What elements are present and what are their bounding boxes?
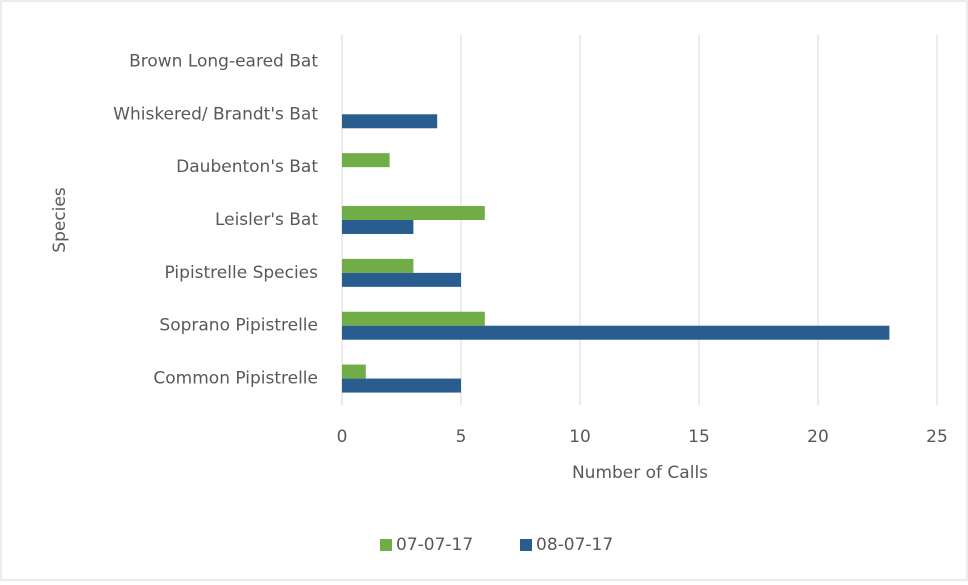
y-tick-label: Common Pipistrelle	[153, 369, 318, 389]
x-axis-title: Number of Calls	[572, 463, 708, 483]
y-tick-label: Brown Long-eared Bat	[129, 51, 318, 71]
x-tick-label: 5	[456, 427, 467, 447]
bar	[342, 325, 890, 340]
legend-swatch	[520, 539, 532, 551]
x-tick-label: 10	[569, 427, 591, 447]
legend-label: 08-07-17	[536, 535, 613, 555]
y-tick-label: Soprano Pipistrelle	[159, 316, 318, 336]
bar	[342, 220, 414, 234]
y-tick-label: Daubenton's Bat	[176, 157, 318, 177]
y-tick-label: Pipistrelle Species	[165, 263, 319, 283]
x-tick-label: 20	[807, 427, 829, 447]
x-tick-label: 15	[688, 427, 710, 447]
bar	[342, 258, 414, 273]
x-tick-label: 25	[926, 427, 948, 447]
bar	[342, 272, 461, 287]
bar	[342, 153, 390, 168]
bar	[342, 311, 485, 326]
x-tick-label: 0	[337, 427, 348, 447]
legend-label: 07-07-17	[396, 535, 473, 555]
y-tick-label: Leisler's Bat	[215, 210, 318, 230]
bar	[342, 378, 461, 393]
bar	[342, 114, 438, 129]
y-axis-title: Species	[50, 187, 70, 253]
legend-swatch	[380, 539, 392, 551]
bar	[342, 206, 485, 220]
bar	[342, 364, 366, 379]
y-tick-label: Whiskered/ Brandt's Bat	[113, 104, 318, 124]
